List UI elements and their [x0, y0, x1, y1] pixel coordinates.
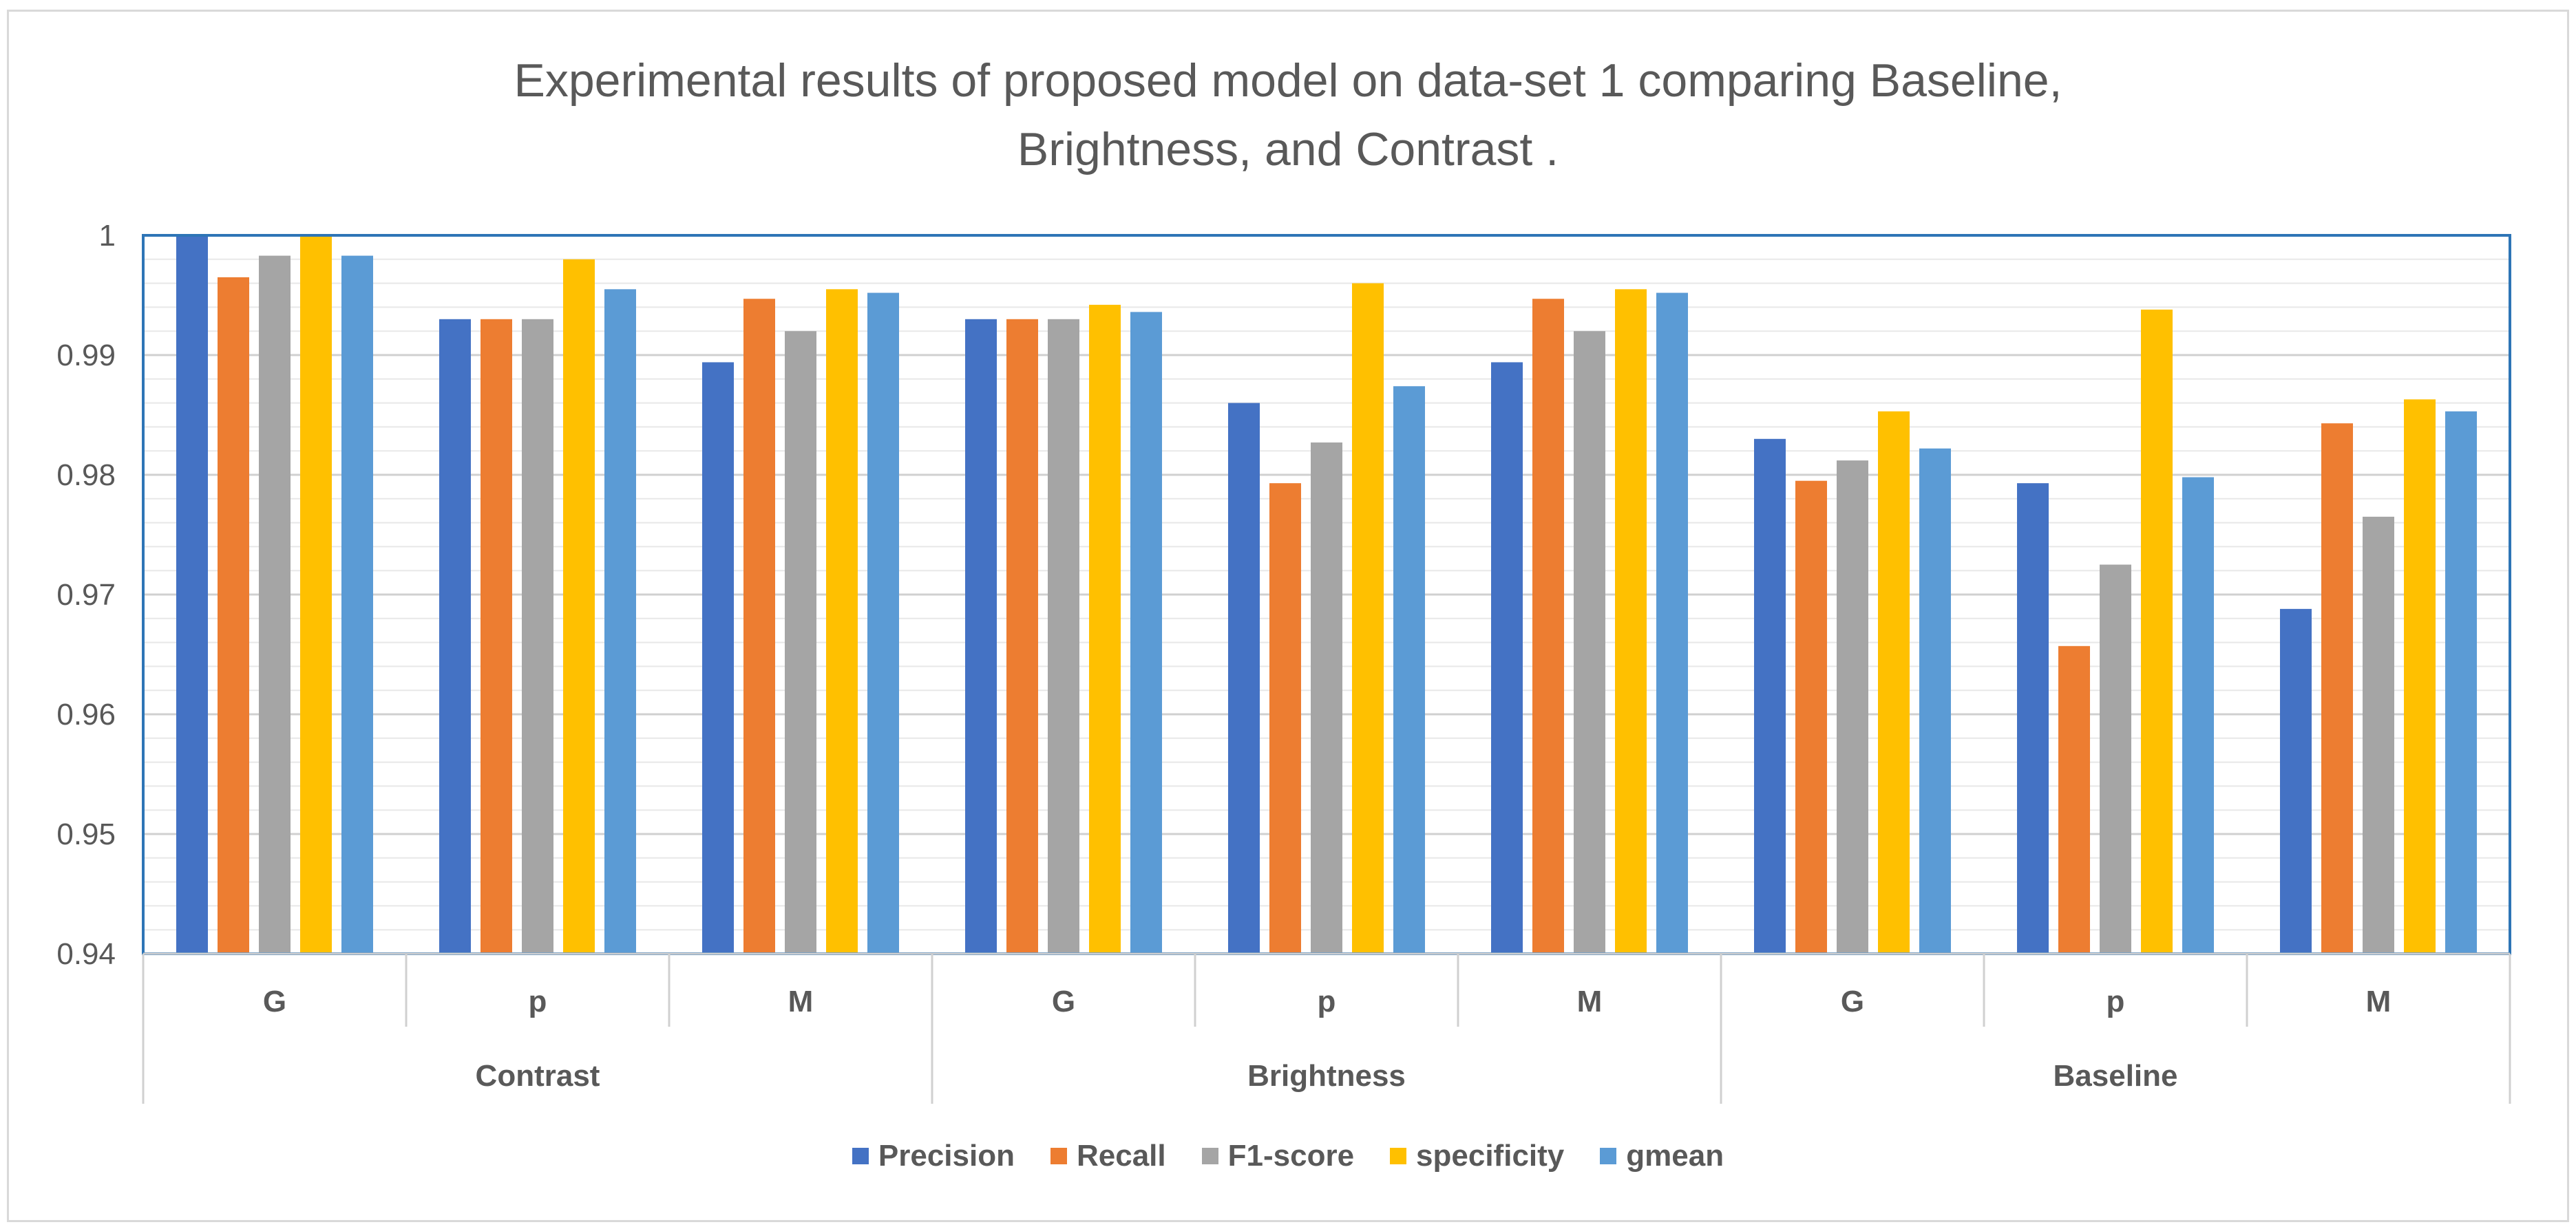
bar-recall	[1269, 483, 1301, 954]
bar-recall	[2321, 423, 2353, 954]
category-label: M	[788, 985, 814, 1018]
legend-label: gmean	[1626, 1139, 1724, 1173]
bar-f1-score	[1311, 442, 1342, 954]
category-label: p	[2107, 985, 2125, 1018]
y-tick-label: 0.94	[56, 937, 116, 971]
legend-swatch	[852, 1148, 869, 1164]
legend-label: Precision	[878, 1139, 1015, 1173]
bar-f1-score	[785, 331, 816, 954]
chart-title-line-1: Experimental results of proposed model o…	[514, 54, 2062, 107]
bar-gmean	[867, 292, 899, 954]
bar-gmean	[341, 255, 373, 954]
bar-precision	[702, 362, 734, 954]
bar-gmean	[604, 289, 636, 954]
bar-precision	[1228, 403, 1260, 954]
bar-recall	[481, 319, 512, 954]
bar-specificity	[300, 235, 332, 954]
group-label: Brightness	[1247, 1059, 1406, 1093]
bar-recall	[2058, 645, 2090, 954]
bar-precision	[965, 319, 997, 954]
bar-specificity	[2404, 399, 2436, 954]
bar-specificity	[1089, 304, 1121, 954]
category-label: G	[263, 985, 286, 1018]
bar-gmean	[2182, 477, 2214, 954]
legend-item: specificity	[1390, 1139, 1564, 1173]
legend-swatch	[1390, 1148, 1407, 1164]
bar-f1-score	[1574, 331, 1605, 954]
bar-specificity	[1352, 283, 1384, 954]
bar-gmean	[1130, 312, 1162, 954]
y-tick-label: 0.99	[56, 339, 116, 372]
bar-specificity	[2141, 309, 2173, 954]
bar-f1-score	[259, 255, 291, 954]
bar-recall	[1795, 480, 1827, 954]
bar-specificity	[563, 259, 595, 954]
legend-swatch	[1201, 1148, 1218, 1164]
category-label: G	[1052, 985, 1075, 1018]
bar-specificity	[826, 289, 858, 954]
legend: Precision Recall F1-score specificity gmean	[0, 1132, 2576, 1180]
legend-label: F1-score	[1227, 1139, 1355, 1173]
category-label: M	[1577, 985, 1603, 1018]
bar-specificity	[1878, 411, 1910, 954]
group-label: Contrast	[476, 1059, 600, 1093]
bar-precision	[176, 235, 208, 954]
category-label: G	[1841, 985, 1864, 1018]
bar-gmean	[1656, 292, 1688, 954]
legend-swatch	[1050, 1148, 1067, 1164]
group-label: Baseline	[2054, 1059, 2178, 1093]
legend-item: Recall	[1050, 1139, 1166, 1173]
bar-f1-score	[2363, 516, 2394, 954]
bar-precision	[439, 319, 471, 954]
bar-precision	[1491, 362, 1523, 954]
legend-item: F1-score	[1201, 1139, 1355, 1173]
y-tick-label: 0.97	[56, 578, 116, 612]
bar-precision	[2280, 608, 2312, 954]
bar-f1-score	[1048, 319, 1079, 954]
legend-item: gmean	[1600, 1139, 1724, 1173]
category-label: p	[1318, 985, 1336, 1018]
y-tick-label: 0.95	[56, 817, 116, 851]
category-label: M	[2366, 985, 2392, 1018]
bar-recall	[743, 299, 775, 954]
legend-label: Recall	[1076, 1139, 1166, 1173]
bar-f1-score	[2100, 564, 2131, 954]
bar-specificity	[1615, 289, 1647, 954]
bar-precision	[1754, 438, 1786, 954]
bar-gmean	[2445, 411, 2477, 954]
y-tick-label: 0.96	[56, 698, 116, 731]
legend-item: Precision	[852, 1139, 1015, 1173]
legend-swatch	[1600, 1148, 1617, 1164]
bar-gmean	[1393, 386, 1425, 954]
bar-recall	[1006, 319, 1038, 954]
bar-recall	[1532, 299, 1564, 954]
bar-precision	[2017, 483, 2049, 954]
y-tick-label: 0.98	[56, 458, 116, 492]
bar-f1-score	[522, 319, 553, 954]
category-label: p	[529, 985, 547, 1018]
chart-title-line-2: Brightness, and Contrast .	[1017, 123, 1559, 175]
bar-gmean	[1919, 448, 1951, 954]
y-tick-label: 1	[99, 219, 116, 253]
bar-recall	[218, 277, 249, 954]
bar-f1-score	[1837, 460, 1868, 954]
legend-label: specificity	[1416, 1139, 1565, 1173]
